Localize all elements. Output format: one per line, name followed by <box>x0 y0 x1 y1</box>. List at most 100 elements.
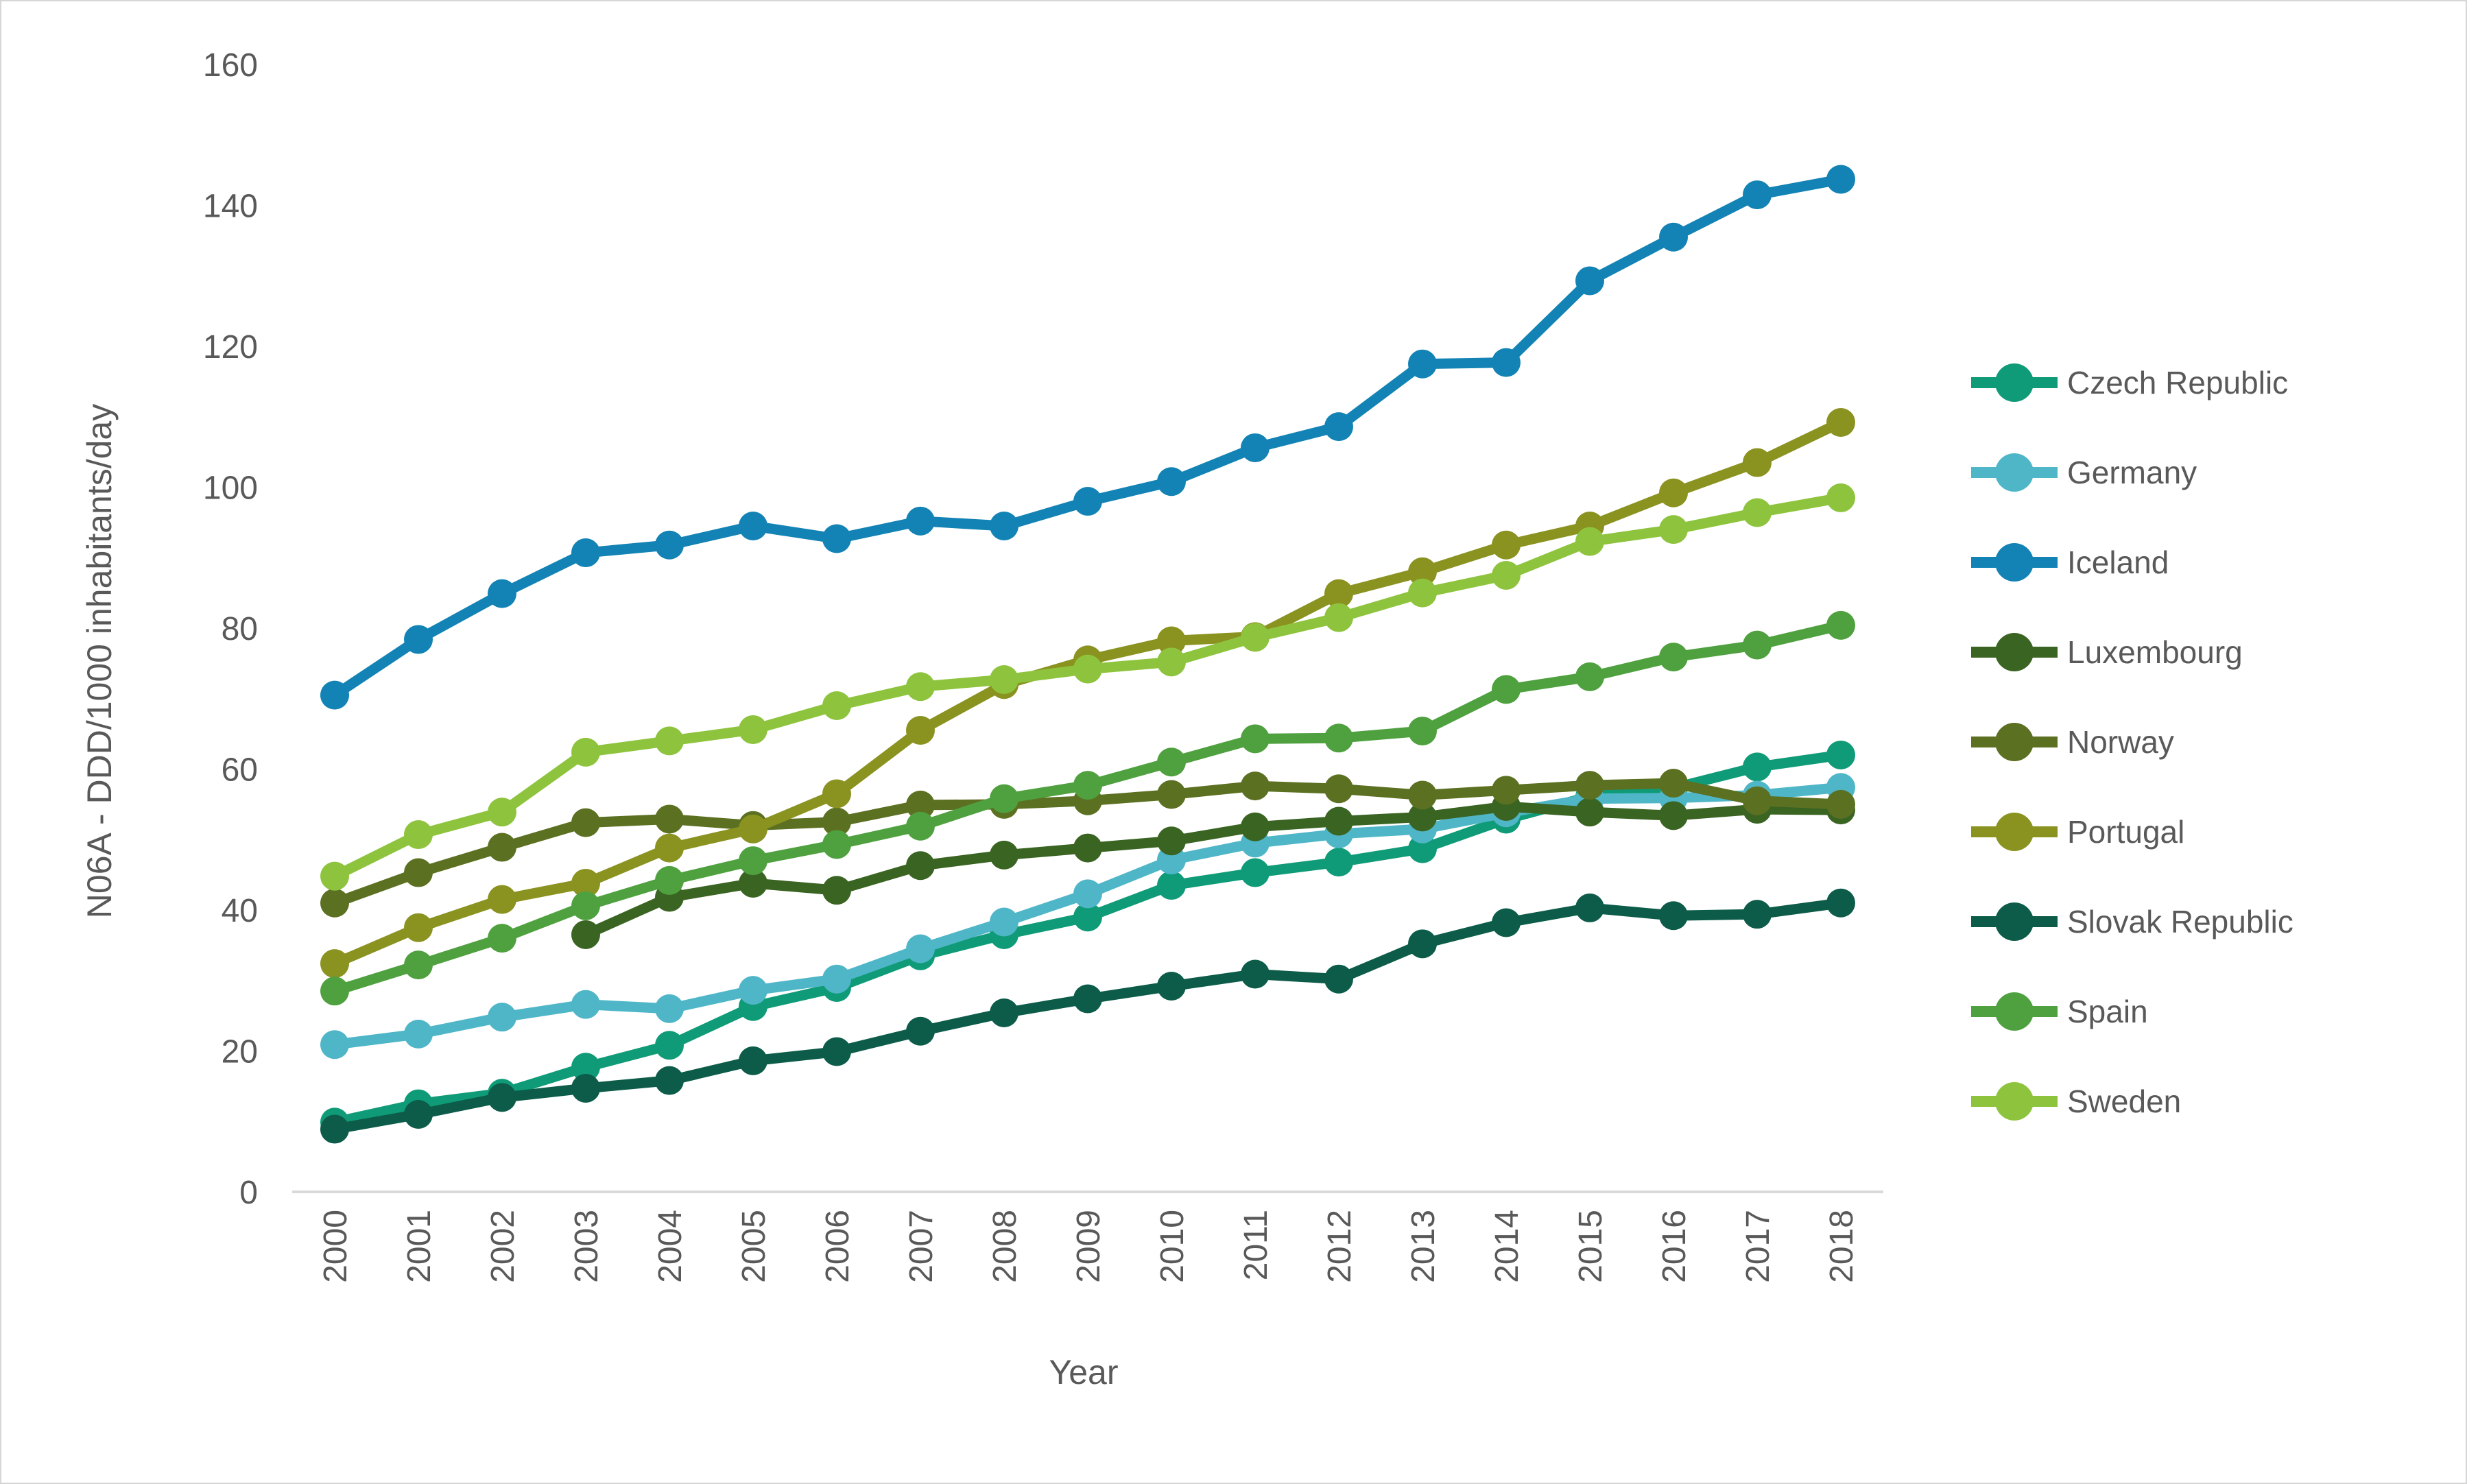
x-tick-label-2004: 2004 <box>652 1210 689 1283</box>
series-point-slovak-republic <box>906 1016 935 1046</box>
legend-dot-marker-icon <box>1995 543 2034 582</box>
legend-label-czech-republic: Czech Republic <box>2067 365 2288 400</box>
series-point-spain <box>1743 630 1772 660</box>
series-point-germany <box>488 1003 516 1032</box>
series-point-spain <box>906 811 935 841</box>
y-tick-label-0: 0 <box>239 1175 258 1211</box>
series-point-norway <box>655 804 684 834</box>
series-iceland <box>320 165 1855 710</box>
y-tick-label-20: 20 <box>222 1034 258 1070</box>
y-tick-label-60: 60 <box>222 752 258 789</box>
y-tick-label-80: 80 <box>222 611 258 647</box>
series-point-czech-republic <box>1743 752 1772 782</box>
series-point-norway <box>488 833 516 862</box>
legend-item-spain: Spain <box>1971 992 2148 1031</box>
series-point-iceland <box>320 680 349 710</box>
series-point-czech-republic <box>1241 858 1270 887</box>
series-spain <box>320 610 1855 1006</box>
series-point-norway <box>1659 769 1688 798</box>
x-tick-label-2000: 2000 <box>318 1210 354 1283</box>
y-tick-label-100: 100 <box>203 470 258 507</box>
series-slovak-republic <box>320 888 1855 1144</box>
legend-item-portugal: Portugal <box>1971 813 2184 851</box>
series-point-iceland <box>739 512 767 541</box>
series-line-luxembourg <box>580 801 1846 940</box>
series-point-luxembourg <box>1241 812 1270 841</box>
legend-label-luxembourg: Luxembourg <box>2067 634 2243 670</box>
x-tick-label-2007: 2007 <box>903 1210 940 1283</box>
series-point-sweden <box>404 820 433 850</box>
y-tick-label-140: 140 <box>203 189 258 225</box>
series-point-germany <box>822 964 851 994</box>
legend-item-norway: Norway <box>1971 723 2174 761</box>
series-point-luxembourg <box>906 851 935 881</box>
series-point-portugal <box>1408 557 1437 586</box>
series-point-norway <box>1324 774 1353 804</box>
series-point-iceland <box>1659 222 1688 252</box>
x-tick-label-2014: 2014 <box>1489 1210 1525 1283</box>
series-point-norway <box>1743 786 1772 815</box>
series-point-spain <box>1408 717 1437 746</box>
series-point-slovak-republic <box>1324 964 1353 994</box>
series-point-norway <box>822 807 851 837</box>
series-point-iceland <box>1324 412 1353 442</box>
series-point-iceland <box>1575 266 1604 296</box>
legend-item-luxembourg: Luxembourg <box>1971 633 2243 671</box>
series-point-sweden <box>1408 578 1437 608</box>
series-point-slovak-republic <box>1659 901 1688 931</box>
series-point-iceland <box>404 625 433 654</box>
series-point-luxembourg <box>1324 806 1353 836</box>
series-point-slovak-republic <box>739 1046 767 1075</box>
series-line-iceland <box>329 173 1846 701</box>
series-line-slovak-republic <box>329 898 1846 1135</box>
series-point-spain <box>404 950 433 980</box>
legend-label-iceland: Iceland <box>2067 544 2169 580</box>
series-point-czech-republic <box>1408 834 1437 863</box>
series-point-iceland <box>1743 180 1772 210</box>
x-tick-label-2001: 2001 <box>401 1210 438 1283</box>
series-point-luxembourg <box>990 840 1018 870</box>
series-point-slovak-republic <box>1743 900 1772 929</box>
series-point-iceland <box>906 506 935 536</box>
series-point-sweden <box>571 737 600 767</box>
series-point-norway <box>320 888 349 918</box>
legend-item-germany: Germany <box>1971 453 2197 492</box>
series-point-czech-republic <box>1073 902 1102 932</box>
series-point-spain <box>655 865 684 895</box>
series-point-norway <box>1241 771 1270 801</box>
series-point-iceland <box>1408 349 1437 379</box>
series-point-spain <box>571 891 600 920</box>
data-series <box>320 165 1855 1144</box>
legend-dot-marker-icon <box>1995 1082 2034 1121</box>
series-point-spain <box>1575 662 1604 691</box>
series-line-sweden <box>329 492 1846 882</box>
chart-legend: Czech Republic Germany Iceland Luxembourg No… <box>1971 363 2293 1121</box>
series-point-germany <box>320 1030 349 1060</box>
series-point-slovak-republic <box>488 1083 516 1112</box>
series-point-sweden <box>1492 560 1521 590</box>
legend-label-norway: Norway <box>2067 724 2174 760</box>
series-point-spain <box>488 924 516 953</box>
series-point-spain <box>990 784 1018 813</box>
y-tick-label-120: 120 <box>203 329 258 366</box>
x-tick-label-2016: 2016 <box>1656 1210 1693 1283</box>
legend-item-czech-republic: Czech Republic <box>1971 363 2288 402</box>
series-point-spain <box>1241 724 1270 754</box>
x-tick-label-2005: 2005 <box>736 1210 772 1283</box>
series-point-portugal <box>404 913 433 942</box>
series-point-spain <box>1073 771 1102 800</box>
x-tick-label-2006: 2006 <box>820 1210 856 1283</box>
series-point-slovak-republic <box>1575 893 1604 922</box>
series-point-sweden <box>906 672 935 702</box>
series-point-spain <box>1157 747 1186 777</box>
legend-dot-marker-icon <box>1995 723 2034 761</box>
series-point-iceland <box>822 524 851 553</box>
series-point-sweden <box>1324 603 1353 632</box>
series-point-spain <box>1492 675 1521 704</box>
series-point-sweden <box>739 715 767 744</box>
legend-label-spain: Spain <box>2067 994 2148 1029</box>
series-point-portugal <box>571 868 600 898</box>
series-point-luxembourg <box>571 920 600 949</box>
series-point-iceland <box>1157 467 1186 496</box>
